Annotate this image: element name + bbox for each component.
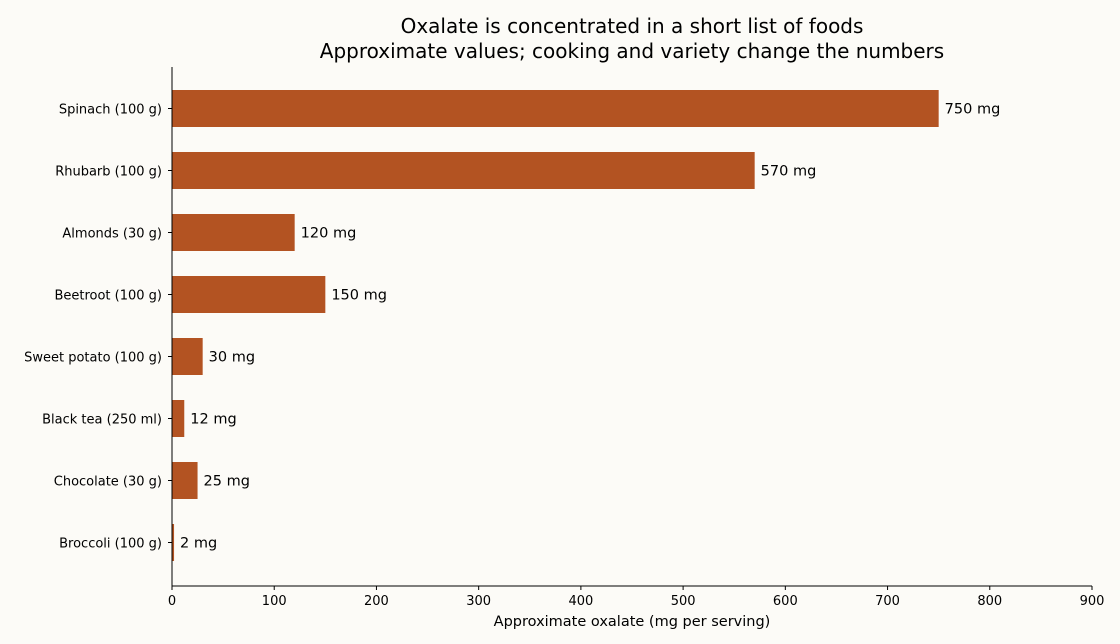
x-tick-label: 500 <box>671 594 696 609</box>
chart-title: Oxalate is concentrated in a short list … <box>401 14 864 38</box>
x-axis: 0 100 200 300 400 500 600 700 800 900 <box>168 585 1105 609</box>
bar <box>172 214 295 251</box>
bar <box>172 462 198 499</box>
y-tick-label: Chocolate (30 g) <box>54 475 162 490</box>
data-label: 570 mg <box>761 164 817 180</box>
x-tick-label: 400 <box>568 594 593 609</box>
y-tick-label: Almonds (30 g) <box>62 227 162 242</box>
y-tick-label: Sweet potato (100 g) <box>24 351 162 366</box>
y-tick-label: Black tea (250 ml) <box>42 413 162 428</box>
data-labels: 750 mg 570 mg 120 mg 150 mg 30 mg 12 mg 25 mg 2… <box>180 102 1000 552</box>
x-tick-label: 100 <box>262 594 287 609</box>
bar <box>172 524 175 561</box>
x-tick-label: 700 <box>875 594 900 609</box>
bars-group <box>172 90 939 561</box>
y-tick-label: Broccoli (100 g) <box>59 537 162 552</box>
chart-subtitle: Approximate values; cooking and variety … <box>320 39 944 63</box>
bar <box>172 90 939 127</box>
bar <box>172 338 203 375</box>
data-label: 750 mg <box>945 102 1001 118</box>
y-tick-labels: Spinach (100 g) Rhubarb (100 g) Almonds (3… <box>24 103 172 552</box>
x-tick-label: 0 <box>168 594 176 609</box>
x-tick-label: 200 <box>364 594 389 609</box>
bar <box>172 276 326 313</box>
x-tick-label: 600 <box>773 594 798 609</box>
y-tick-label: Spinach (100 g) <box>59 103 162 118</box>
bar <box>172 152 755 189</box>
x-axis-label: Approximate oxalate (mg per serving) <box>494 614 771 630</box>
x-tick-label: 300 <box>466 594 491 609</box>
y-tick-label: Rhubarb (100 g) <box>55 165 162 180</box>
data-label: 2 mg <box>180 536 217 552</box>
data-label: 25 mg <box>204 474 250 490</box>
data-label: 30 mg <box>209 350 255 366</box>
x-tick-label: 900 <box>1080 594 1105 609</box>
x-tick-label: 800 <box>977 594 1002 609</box>
data-label: 150 mg <box>331 288 387 304</box>
bar <box>172 400 185 437</box>
y-tick-label: Beetroot (100 g) <box>54 289 162 304</box>
data-label: 120 mg <box>301 226 357 242</box>
data-label: 12 mg <box>190 412 236 428</box>
